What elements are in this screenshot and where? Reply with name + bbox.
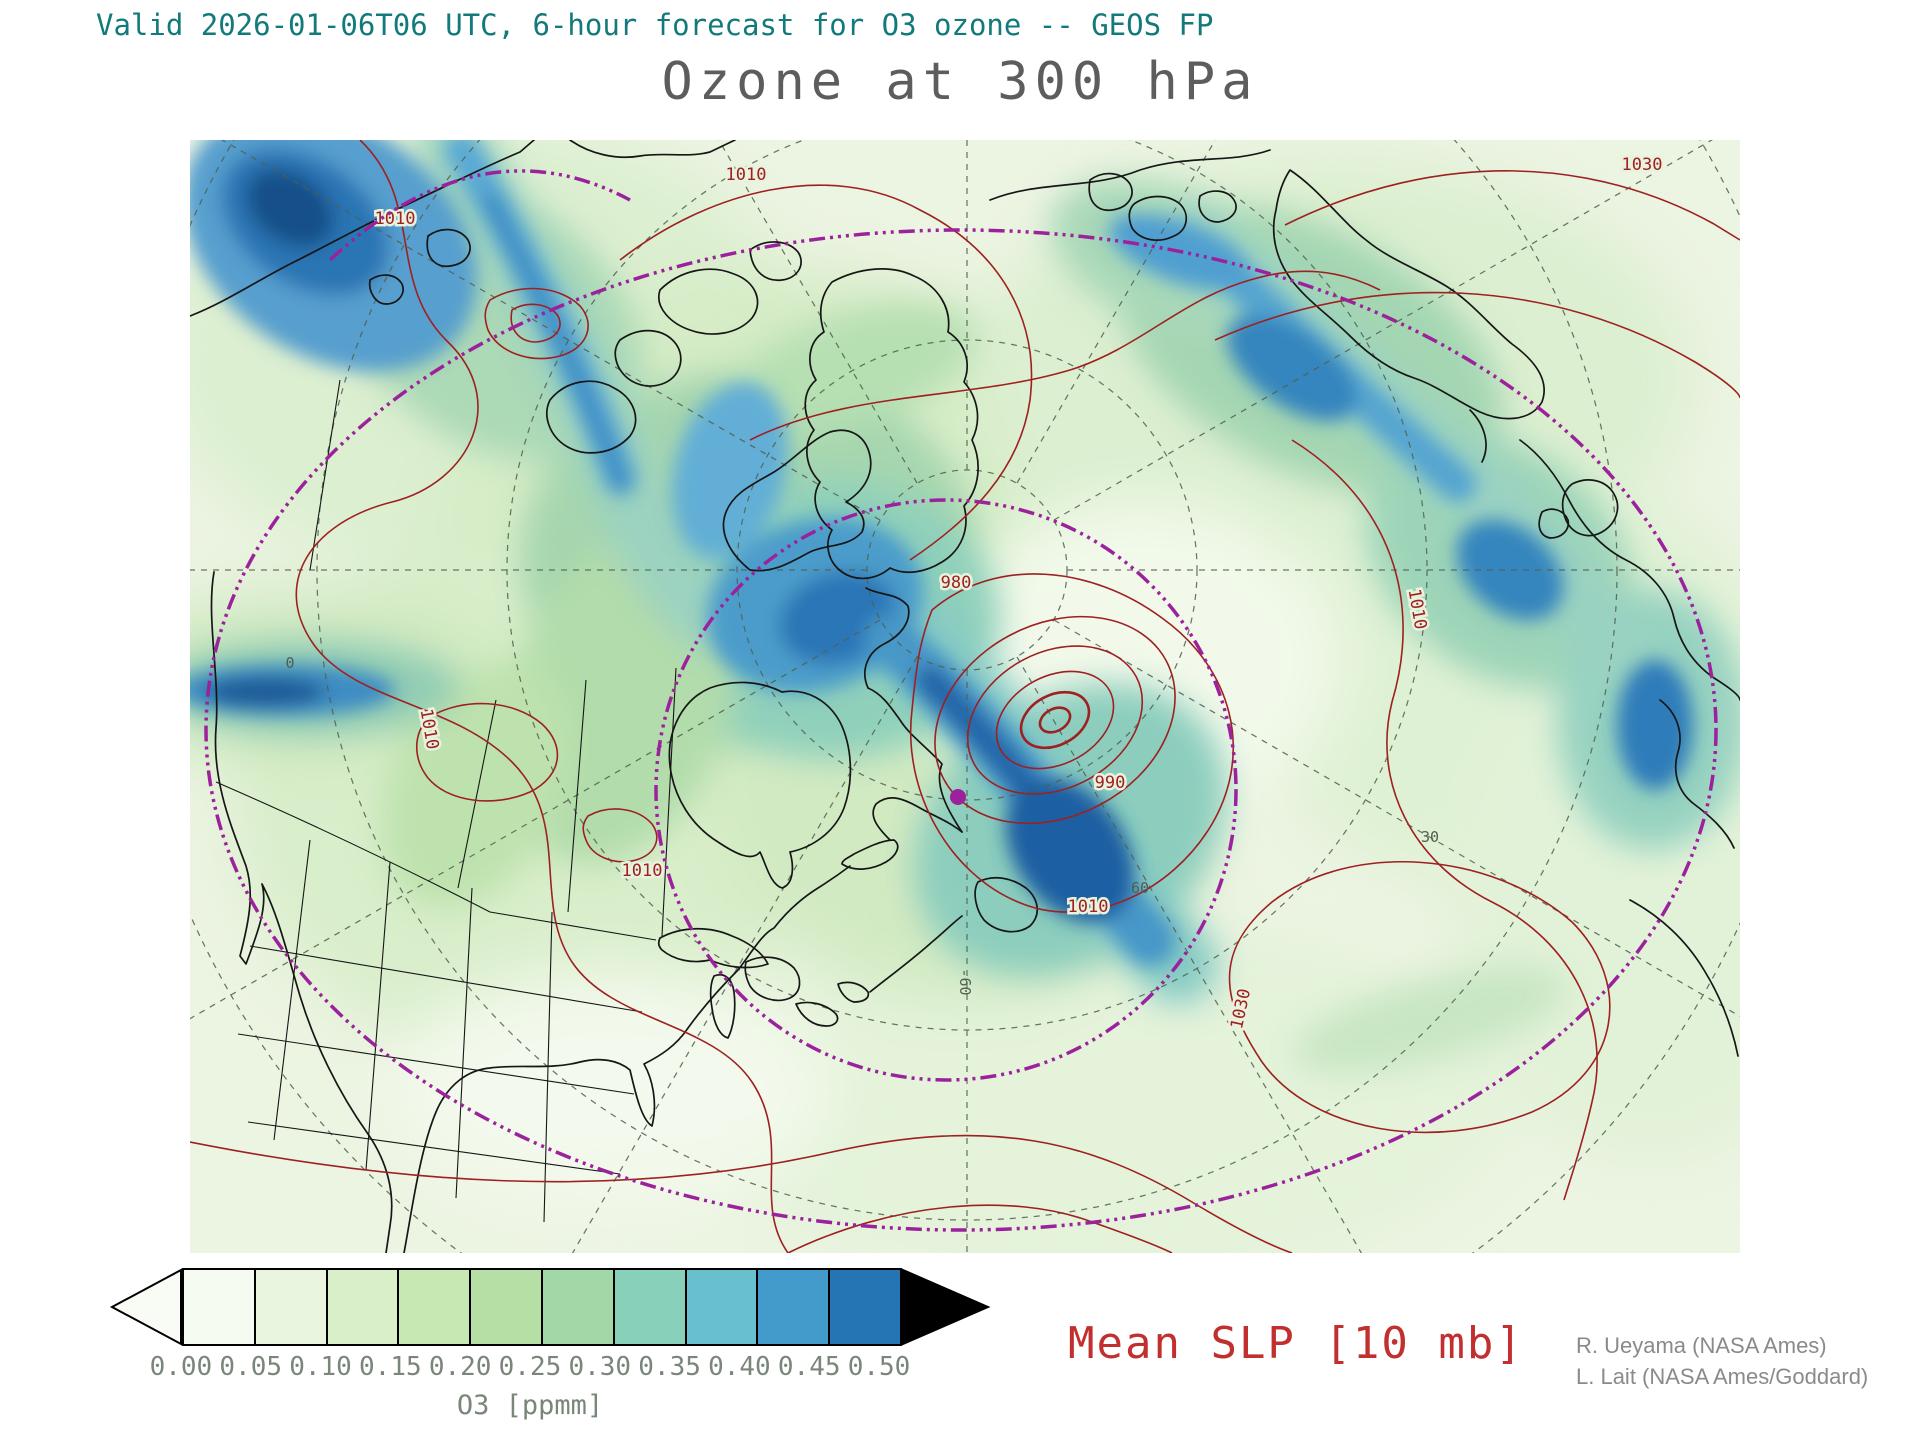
contour-label: 1010 bbox=[375, 209, 416, 229]
colorbar-cell bbox=[397, 1270, 470, 1344]
colorbar-overflow-arrow bbox=[901, 1268, 991, 1346]
contour-label: 980 bbox=[941, 573, 972, 593]
colorbar bbox=[108, 1268, 992, 1346]
colorbar-cell bbox=[325, 1270, 398, 1344]
contour-label: 1010 bbox=[726, 165, 767, 185]
graticule-label: 0 bbox=[285, 654, 294, 672]
slp-overlay-label: Mean SLP [10 mb] bbox=[1068, 1318, 1524, 1369]
graticule-label: 30 bbox=[1421, 828, 1439, 846]
pressure-contour-labels: 1010 1010 1030 980 990 1010 1010 1030 10… bbox=[372, 153, 1665, 1034]
map-plot: 1010 1010 1030 980 990 1010 1010 1030 10… bbox=[190, 140, 1740, 1253]
colorbar-cell bbox=[469, 1270, 541, 1344]
terminator-circles bbox=[204, 169, 1718, 1232]
colorbar-cell bbox=[253, 1270, 326, 1344]
colorbar-cells bbox=[182, 1268, 902, 1346]
page-title: Ozone at 300 hPa bbox=[661, 52, 1259, 112]
map-image: 1010 1010 1030 980 990 1010 1010 1030 10… bbox=[190, 140, 1740, 1253]
colorbar-tick-label: 0.50 bbox=[847, 1352, 911, 1382]
colorbar-tick-label: 0.30 bbox=[568, 1352, 632, 1382]
contour-label: 1010 bbox=[622, 861, 663, 881]
center-marker-dot bbox=[950, 789, 966, 805]
graticule-labels: -60 0 30 60 bbox=[285, 654, 1439, 996]
colorbar-cell bbox=[684, 1270, 757, 1344]
credit-line-1: R. Ueyama (NASA Ames) bbox=[1576, 1333, 1827, 1358]
colorbar-tick-label: 0.00 bbox=[149, 1352, 213, 1382]
colorbar-underflow-arrow bbox=[109, 1268, 182, 1346]
colorbar-tick-label: 0.35 bbox=[638, 1352, 701, 1382]
contour-label: 1010 bbox=[1068, 897, 1109, 917]
colorbar-cell bbox=[612, 1270, 685, 1344]
colorbar-tick-label: 0.25 bbox=[498, 1352, 562, 1382]
contour-label: 990 bbox=[1095, 773, 1126, 793]
political-borders bbox=[215, 379, 677, 1223]
colorbar-cell bbox=[184, 1270, 254, 1344]
colorbar-cell bbox=[756, 1270, 829, 1344]
credit-line-2: L. Lait (NASA Ames/Goddard) bbox=[1576, 1364, 1869, 1389]
valid-line: Valid 2026-01-06T06 UTC, 6-hour forecast… bbox=[96, 8, 1214, 42]
graticule-label: 60 bbox=[1131, 879, 1149, 897]
credits: R. Ueyama (NASA Ames) L. Lait (NASA Ames… bbox=[1576, 1330, 1868, 1392]
graticule bbox=[190, 140, 1740, 1253]
colorbar-ticks: 0.00 0.05 0.10 0.15 0.20 0.25 0.30 0.35 0.40 0.45… bbox=[146, 1352, 914, 1382]
colorbar-cell bbox=[540, 1270, 613, 1344]
colorbar-tick-label: 0.10 bbox=[289, 1352, 352, 1382]
coastlines bbox=[190, 140, 1740, 1253]
graticule-label: -60 bbox=[956, 968, 974, 995]
colorbar-tick-label: 0.45 bbox=[777, 1352, 841, 1382]
contour-label: 1030 bbox=[1622, 155, 1663, 175]
colorbar-unit-label: O3 [ppmm] bbox=[456, 1390, 604, 1421]
colorbar-tick-label: 0.15 bbox=[359, 1352, 422, 1382]
colorbar-tick-label: 0.40 bbox=[708, 1352, 771, 1382]
pressure-contours bbox=[190, 140, 1740, 1253]
colorbar-cell bbox=[828, 1270, 900, 1344]
colorbar-tick-label: 0.20 bbox=[428, 1352, 492, 1382]
colorbar-tick-label: 0.05 bbox=[219, 1352, 283, 1382]
